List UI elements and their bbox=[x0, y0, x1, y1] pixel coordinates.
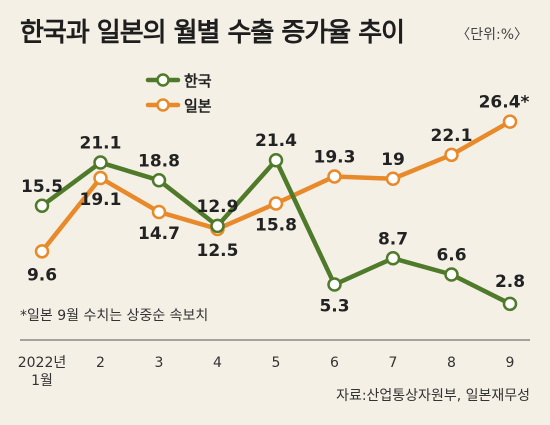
legend-swatch-marker bbox=[156, 73, 170, 87]
x-tick-label: 5 bbox=[272, 355, 281, 371]
source-note: 자료:산업통상자원부, 일본재무성 bbox=[336, 388, 530, 404]
data-label-korea: 18.8 bbox=[138, 151, 180, 171]
data-point-japan bbox=[34, 244, 50, 259]
data-point-korea bbox=[502, 296, 518, 312]
legend-swatch-marker bbox=[156, 98, 170, 112]
data-label-korea: 15.5 bbox=[21, 177, 63, 197]
data-label-japan: 14.7 bbox=[138, 224, 180, 244]
x-tick-label: 8 bbox=[447, 355, 456, 371]
data-label-japan: 12.5 bbox=[197, 241, 239, 261]
x-tick-label: 6 bbox=[330, 355, 339, 371]
data-label-korea: 21.4 bbox=[255, 131, 297, 151]
data-point-japan bbox=[444, 147, 459, 163]
data-label-japan: 26.4* bbox=[479, 93, 530, 113]
data-label-korea: 6.6 bbox=[436, 245, 466, 265]
data-label-japan: 9.6 bbox=[27, 265, 57, 285]
data-label-korea: 2.8 bbox=[495, 272, 525, 292]
x-tick-label: 1월 bbox=[31, 373, 53, 389]
data-point-japan bbox=[268, 196, 284, 211]
data-label-korea: 21.1 bbox=[80, 134, 122, 154]
data-label-japan: 22.1 bbox=[431, 126, 473, 146]
data-label-korea: 12.9 bbox=[197, 197, 239, 217]
footnote: *일본 9월 수치는 상중순 속보치 bbox=[20, 308, 209, 324]
data-point-korea bbox=[385, 251, 401, 266]
data-label-japan: 19 bbox=[381, 150, 405, 170]
data-label-korea: 5.3 bbox=[319, 297, 349, 317]
data-point-korea bbox=[34, 198, 50, 214]
data-point-japan bbox=[385, 171, 401, 187]
x-tick-label: 2 bbox=[96, 355, 105, 371]
data-point-korea bbox=[444, 267, 459, 282]
data-label-japan: 19.3 bbox=[314, 147, 356, 167]
data-point-japan bbox=[327, 169, 342, 184]
x-tick-label: 3 bbox=[155, 355, 164, 371]
data-point-korea bbox=[210, 218, 225, 234]
x-tick-label: 9 bbox=[506, 355, 515, 371]
x-tick-label: 2022년 bbox=[18, 355, 67, 371]
data-point-japan bbox=[93, 170, 108, 186]
data-label-korea: 8.7 bbox=[378, 229, 408, 249]
data-point-korea bbox=[268, 152, 284, 168]
data-point-korea bbox=[327, 277, 342, 292]
data-label-japan: 19.1 bbox=[80, 190, 122, 210]
data-point-korea bbox=[151, 173, 167, 188]
x-tick-label: 4 bbox=[213, 355, 222, 371]
legend-label: 일본 bbox=[184, 97, 212, 115]
chart-title: 한국과 일본의 월별 수출 증가율 추이 bbox=[20, 18, 405, 48]
x-tick-label: 7 bbox=[389, 355, 398, 371]
data-point-japan bbox=[151, 204, 167, 220]
data-label-japan: 15.8 bbox=[255, 215, 297, 235]
data-point-korea bbox=[93, 155, 108, 170]
data-point-japan bbox=[502, 114, 518, 129]
unit-label: 〈단위:%〉 bbox=[456, 27, 528, 43]
legend-label: 한국 bbox=[184, 72, 212, 90]
